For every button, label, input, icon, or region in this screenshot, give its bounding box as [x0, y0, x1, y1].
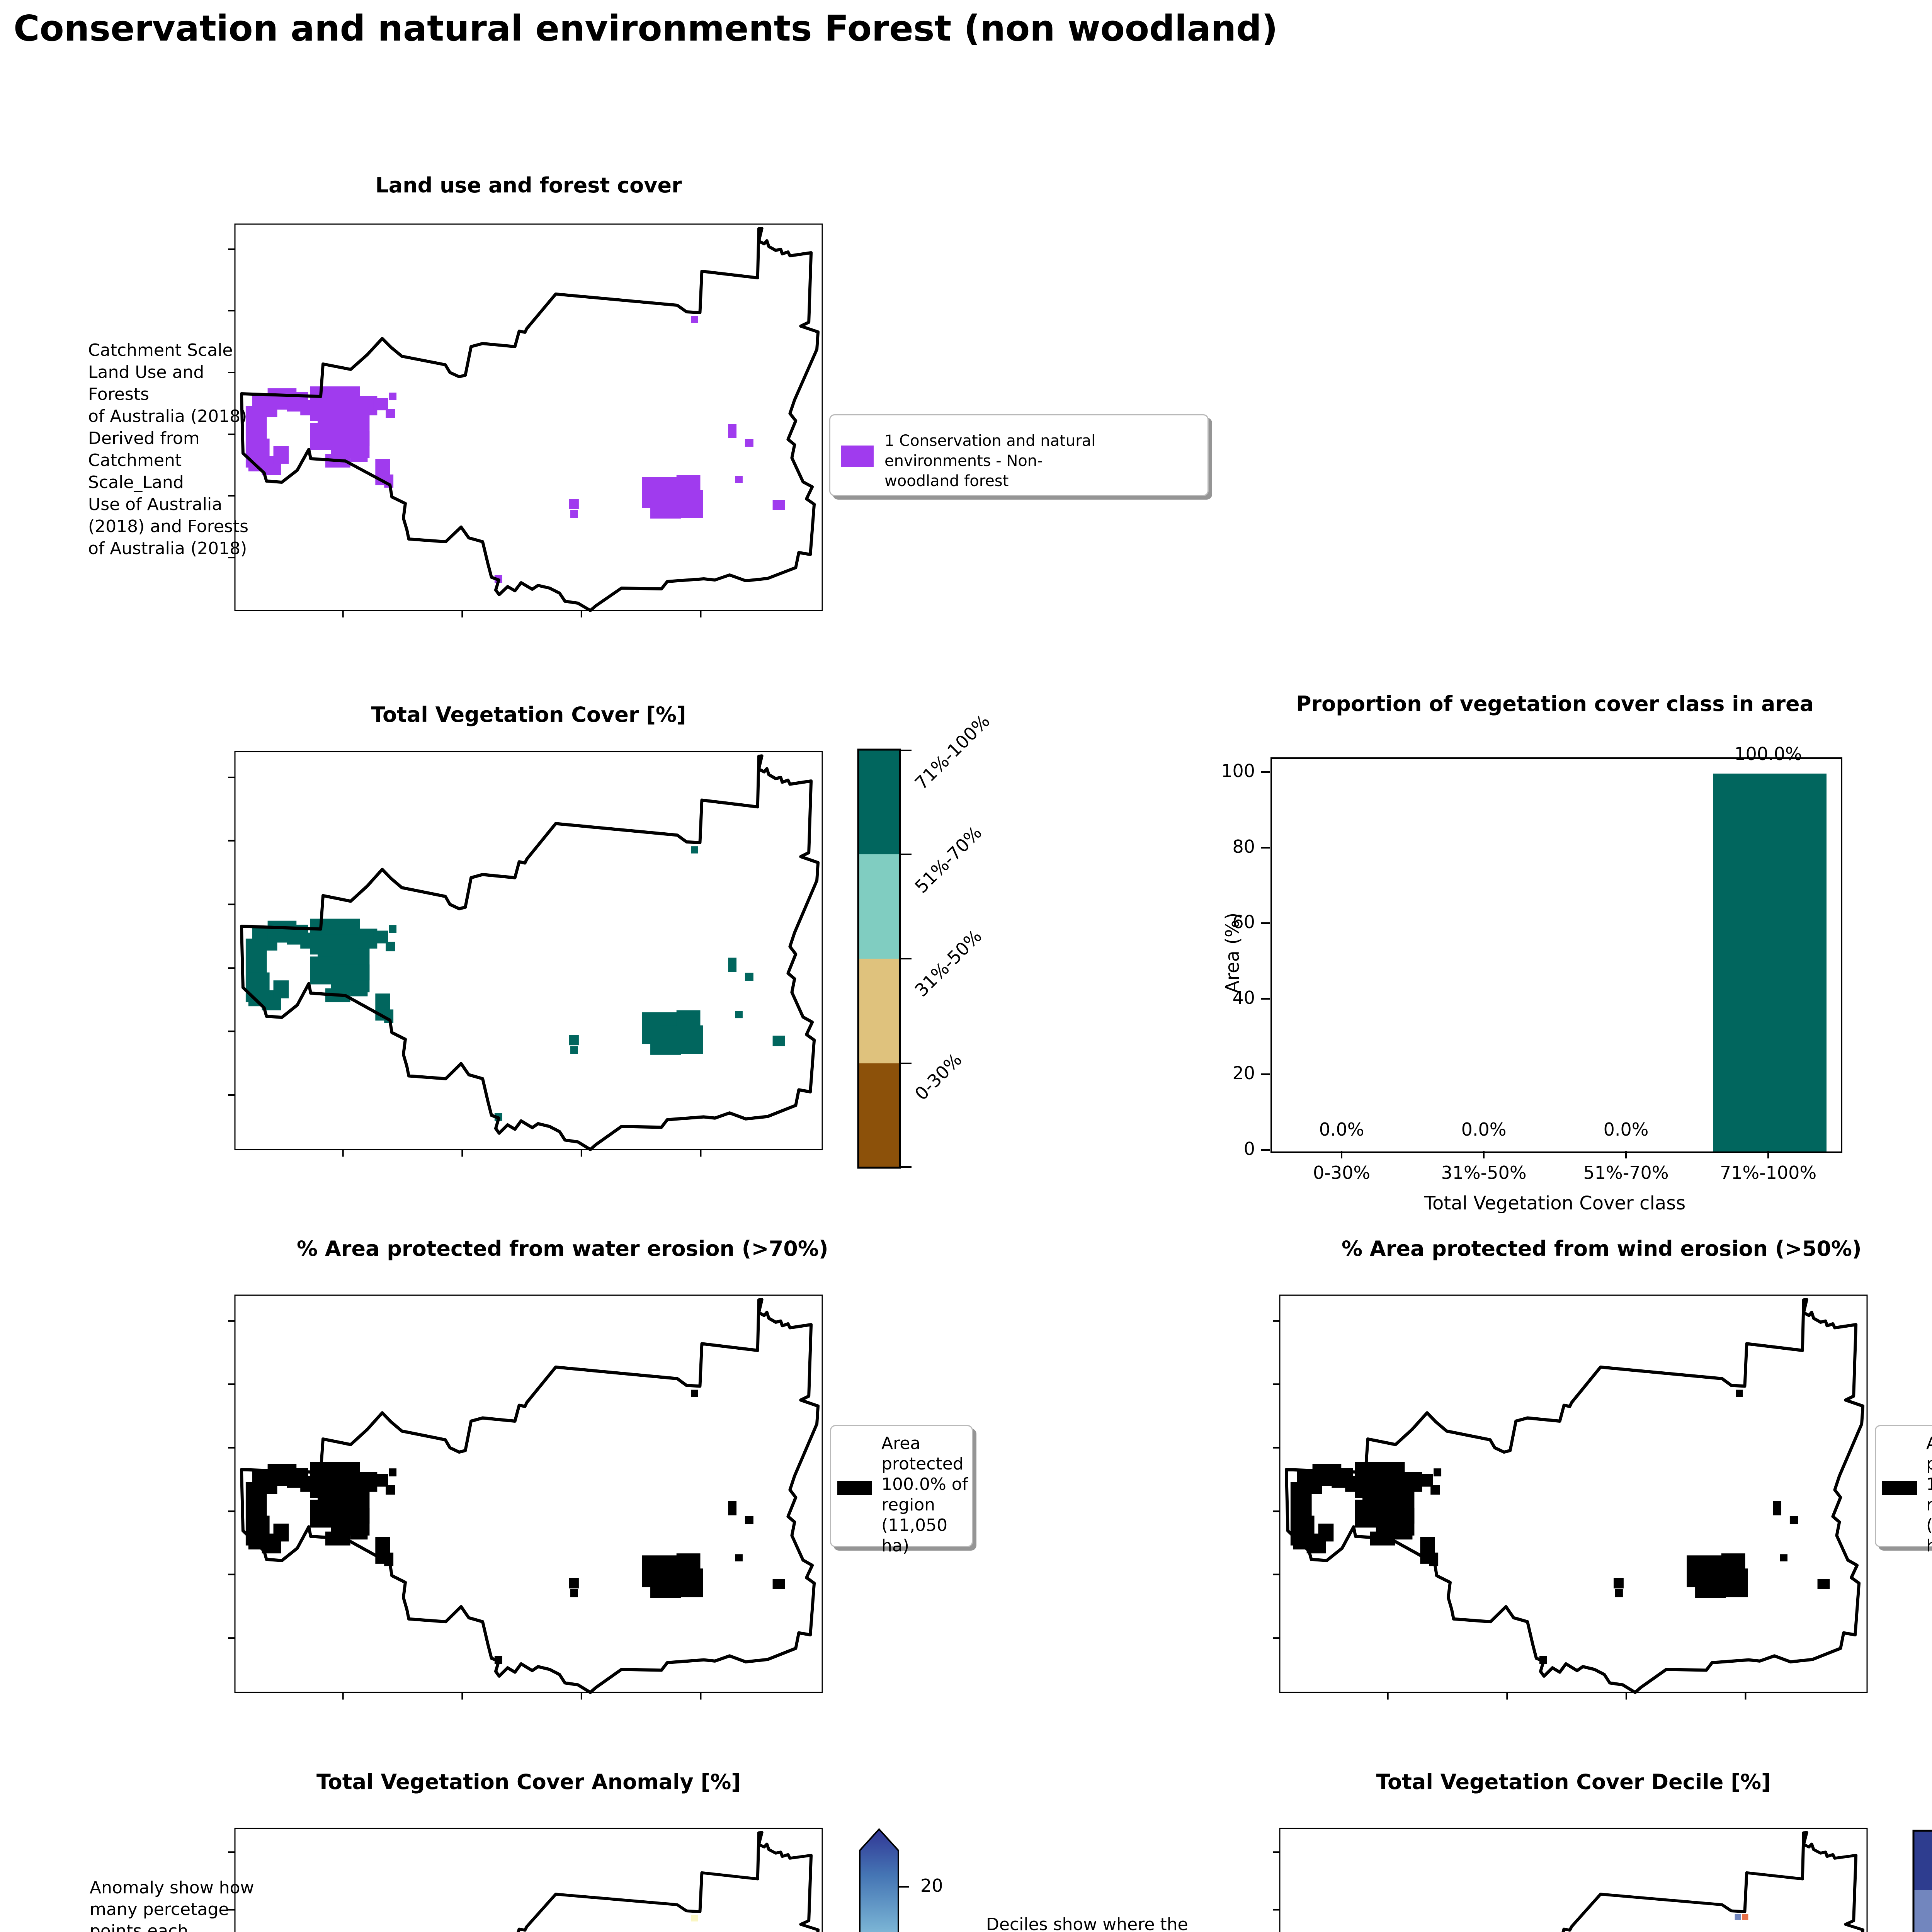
water-patches	[245, 1389, 785, 1664]
proportion-chart-plot	[1270, 757, 1842, 1153]
anomaly-map-title: Total Vegetation Cover Anomaly [%]	[316, 1770, 741, 1794]
wind-map	[1280, 1294, 1868, 1692]
cat-51-70: 51%-70%	[1583, 1162, 1669, 1183]
wind-patches	[1290, 1389, 1830, 1664]
landuse-caption: Catchment Scale Land Use and Forests of …	[88, 340, 249, 558]
vegcover-cb-label-31-50: 31%-50%	[910, 925, 986, 1001]
anomaly-caption: Anomaly show how many percetage points e…	[90, 1878, 254, 1932]
wind-legend-label: Area protected 100.0% of region (11,050 …	[1926, 1434, 1932, 1556]
wind-legend: Area protected 100.0% of region (11,050 …	[1875, 1425, 1932, 1556]
water-legend: Area protected 100.0% of region (11,050 …	[830, 1425, 973, 1556]
bar-71-100	[1713, 774, 1827, 1151]
val-31-50: 0.0%	[1461, 1119, 1507, 1140]
anomaly-patches	[245, 1915, 785, 1932]
wind-legend-swatch	[1882, 1481, 1917, 1495]
anomaly-tick-20: 20	[920, 1875, 943, 1896]
vegcover-cb-label-0-30: 0-30%	[910, 1049, 966, 1104]
water-map-title: % Area protected from water erosion (>70…	[297, 1236, 828, 1261]
wind-map-title: % Area protected from wind erosion (>50%…	[1342, 1236, 1862, 1261]
ytick-0: 0	[1243, 1138, 1255, 1159]
ytick-60: 60	[1232, 912, 1255, 932]
decile-map	[1272, 1828, 1868, 1932]
vegcover-map	[235, 751, 823, 1150]
anomaly-colorbar	[859, 1828, 909, 1932]
landuse-map	[227, 223, 823, 618]
landuse-legend-label: 1 Conservation and natural environments …	[884, 432, 1096, 490]
decile-caption: Deciles show where the pixel value lies …	[986, 1915, 1188, 1932]
ytick-100: 100	[1221, 760, 1255, 781]
cat-71-100: 71%-100%	[1719, 1162, 1817, 1183]
val-0-30: 0.0%	[1319, 1119, 1364, 1140]
cat-0-30: 0-30%	[1313, 1162, 1371, 1183]
landuse-map-title: Land use and forest cover	[375, 173, 682, 197]
vegcover-map-title: Total Vegetation Cover [%]	[371, 702, 686, 727]
landuse-legend-swatch	[841, 446, 874, 467]
ytick-40: 40	[1232, 987, 1255, 1008]
vegcover-patches	[245, 846, 785, 1121]
anomaly-map	[227, 1828, 823, 1932]
water-map	[235, 1294, 823, 1692]
decile-map-title: Total Vegetation Cover Decile [%]	[1376, 1770, 1771, 1794]
vegcover-cb-label-51-70: 51%-70%	[910, 822, 986, 897]
proportion-chart-title: Proportion of vegetation cover class in …	[1296, 692, 1814, 716]
landuse-legend: 1 Conservation and natural environments …	[829, 414, 1209, 496]
water-legend-label: Area protected 100.0% of region (11,050 …	[881, 1434, 968, 1556]
yaxis-label: Area (%)	[1222, 912, 1243, 993]
page-title: Conservation and natural environments Fo…	[14, 8, 1278, 49]
vegcover-colorbar	[857, 748, 912, 1169]
vegcover-cb-label-71-100: 71%-100%	[910, 710, 994, 794]
ytick-20: 20	[1232, 1063, 1255, 1083]
ytick-80: 80	[1232, 836, 1255, 857]
water-legend-swatch	[837, 1481, 872, 1495]
val-71-100: 100.0%	[1734, 743, 1802, 764]
landuse-patches	[245, 316, 785, 583]
cat-31-50: 31%-50%	[1441, 1162, 1527, 1183]
val-51-70: 0.0%	[1603, 1119, 1649, 1140]
decile-scatter	[1735, 1914, 1748, 1920]
decile-colorbar	[1912, 1830, 1932, 1932]
xaxis-label: Total Vegetation Cover class	[1424, 1192, 1686, 1214]
